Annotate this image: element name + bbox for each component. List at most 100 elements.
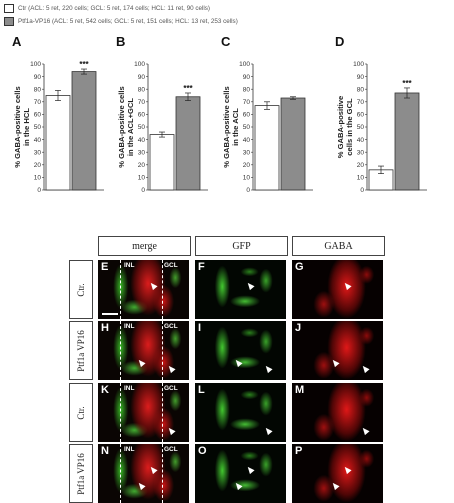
- y-tick-label: 10: [357, 175, 365, 182]
- legend-swatch-ctr: [4, 4, 14, 13]
- legend: Ctr (ACL: 5 ret, 220 cells; GCL: 5 ret, …: [4, 2, 450, 28]
- y-tick-label: 50: [138, 124, 146, 131]
- row-label-text: Ptf1a VP16: [76, 452, 86, 495]
- y-tick-label: 90: [138, 74, 146, 81]
- y-tick-label: 10: [138, 175, 146, 182]
- panel-letter: N: [101, 445, 109, 457]
- panel-letter: F: [198, 261, 205, 273]
- y-axis-label-line: % GABA-positive cells: [222, 86, 231, 167]
- micrograph-image: [292, 260, 383, 319]
- layer-boundary: [162, 383, 163, 442]
- y-tick-label: 60: [243, 112, 251, 119]
- row-label-text: Ctr.: [76, 405, 86, 420]
- legend-label-ptf1a: Ptf1a-VP16 (ACL: 5 ret, 542 cells; GCL: …: [18, 18, 238, 25]
- micrograph-image: [292, 444, 383, 503]
- layer-label-gcl: GCL: [164, 385, 178, 392]
- layer-label-gcl: GCL: [164, 323, 178, 330]
- layer-boundary: [120, 260, 121, 319]
- panel-letter: I: [198, 322, 202, 334]
- chart-letter-C: C: [221, 34, 231, 49]
- micrograph-image: [98, 321, 189, 380]
- y-tick-label: 90: [357, 74, 365, 81]
- layer-label-inl: INL: [124, 262, 135, 269]
- y-tick-label: 20: [243, 162, 251, 169]
- layer-label-gcl: GCL: [164, 446, 178, 453]
- legend-entry-ptf1a: Ptf1a-VP16 (ACL: 5 ret, 542 cells; GCL: …: [4, 15, 450, 28]
- y-axis-label-line: cells in the GCL: [345, 98, 354, 156]
- layer-boundary: [162, 321, 163, 380]
- y-tick-label: 20: [34, 162, 42, 169]
- y-tick-label: 50: [357, 124, 365, 131]
- y-tick-label: 60: [357, 112, 365, 119]
- y-tick-label: 30: [357, 149, 365, 156]
- layer-label-inl: INL: [124, 446, 135, 453]
- panel-letter: P: [295, 445, 303, 457]
- y-tick-label: 10: [34, 175, 42, 182]
- micrograph-image: [292, 321, 383, 380]
- panel-letter: H: [101, 322, 109, 334]
- row-label-0: Ctr.: [69, 260, 93, 319]
- y-tick-label: 10: [243, 175, 251, 182]
- column-header-gaba: GABA: [292, 236, 385, 256]
- bar-C-ptf1a: [280, 97, 306, 191]
- significance-marker-A: ***: [79, 60, 89, 69]
- y-axis-label-line: % GABA-positive cells: [13, 86, 22, 167]
- y-axis-label-B: % GABA-positive cellsin the ACL+GCL: [117, 86, 135, 167]
- row-label-text: Ctr.: [76, 282, 86, 297]
- y-tick-label: 100: [30, 61, 41, 68]
- y-tick-label: 80: [243, 86, 251, 93]
- y-tick-label: 60: [34, 112, 42, 119]
- row-label-3: Ptf1a VP16: [69, 444, 93, 503]
- y-tick-label: 90: [243, 74, 251, 81]
- panel-letter: G: [295, 261, 304, 273]
- y-axis-label-A: % GABA-positive cellsin the HCL: [13, 86, 31, 167]
- panel-letter: K: [101, 384, 109, 396]
- micrograph-panel-H: H INL GCL: [98, 321, 189, 380]
- panel-letter: M: [295, 384, 305, 396]
- legend-entry-ctr: Ctr (ACL: 5 ret, 220 cells; GCL: 5 ret, …: [4, 2, 450, 15]
- y-axis-label-C: % GABA-positive cellsin the ACL: [222, 86, 240, 167]
- micrograph-panel-J: J: [292, 321, 383, 380]
- micrograph-panel-K: K INL GCL: [98, 383, 189, 442]
- y-axis-label-line: in the ACL: [231, 108, 240, 146]
- y-tick-label: 50: [34, 124, 42, 131]
- micrograph-panel-E: E INL GCL: [98, 260, 189, 319]
- y-tick-label: 40: [138, 137, 146, 144]
- y-tick-label: 0: [246, 187, 250, 194]
- y-tick-label: 70: [138, 99, 146, 106]
- layer-boundary: [162, 260, 163, 319]
- micrograph-image: [195, 383, 286, 442]
- bar-B-ptf1a: [175, 96, 201, 191]
- y-tick-label: 80: [34, 86, 42, 93]
- row-label-text: Ptf1a VP16: [76, 329, 86, 372]
- micrograph-image: [292, 383, 383, 442]
- row-label-1: Ptf1a VP16: [69, 321, 93, 380]
- micrograph-panel-M: M: [292, 383, 383, 442]
- micrograph-panel-O: O: [195, 444, 286, 503]
- micrograph-image: [98, 383, 189, 442]
- micrograph-image: [195, 444, 286, 503]
- y-tick-label: 0: [141, 187, 145, 194]
- layer-boundary: [120, 383, 121, 442]
- chart-letter-D: D: [335, 34, 344, 49]
- micrograph-panel-I: I: [195, 321, 286, 380]
- y-tick-label: 30: [243, 149, 251, 156]
- significance-marker-B: ***: [183, 84, 193, 93]
- y-tick-label: 80: [357, 86, 365, 93]
- legend-swatch-ptf1a: [4, 17, 14, 26]
- micrograph-panel-G: G: [292, 260, 383, 319]
- y-tick-label: 100: [239, 61, 250, 68]
- row-label-2: Ctr.: [69, 383, 93, 442]
- micrograph-panel-F: F: [195, 260, 286, 319]
- chart-letter-B: B: [116, 34, 125, 49]
- y-tick-label: 70: [34, 99, 42, 106]
- y-tick-label: 80: [138, 86, 146, 93]
- bar-A-ptf1a: [71, 71, 97, 191]
- bar-C-ctr: [254, 105, 280, 191]
- y-axis-label-line: % GABA-positive: [336, 96, 345, 158]
- micrograph-panel-P: P: [292, 444, 383, 503]
- micrograph-image: [195, 260, 286, 319]
- chart-letter-A: A: [12, 34, 22, 49]
- y-tick-label: 40: [243, 137, 251, 144]
- y-tick-label: 30: [138, 149, 146, 156]
